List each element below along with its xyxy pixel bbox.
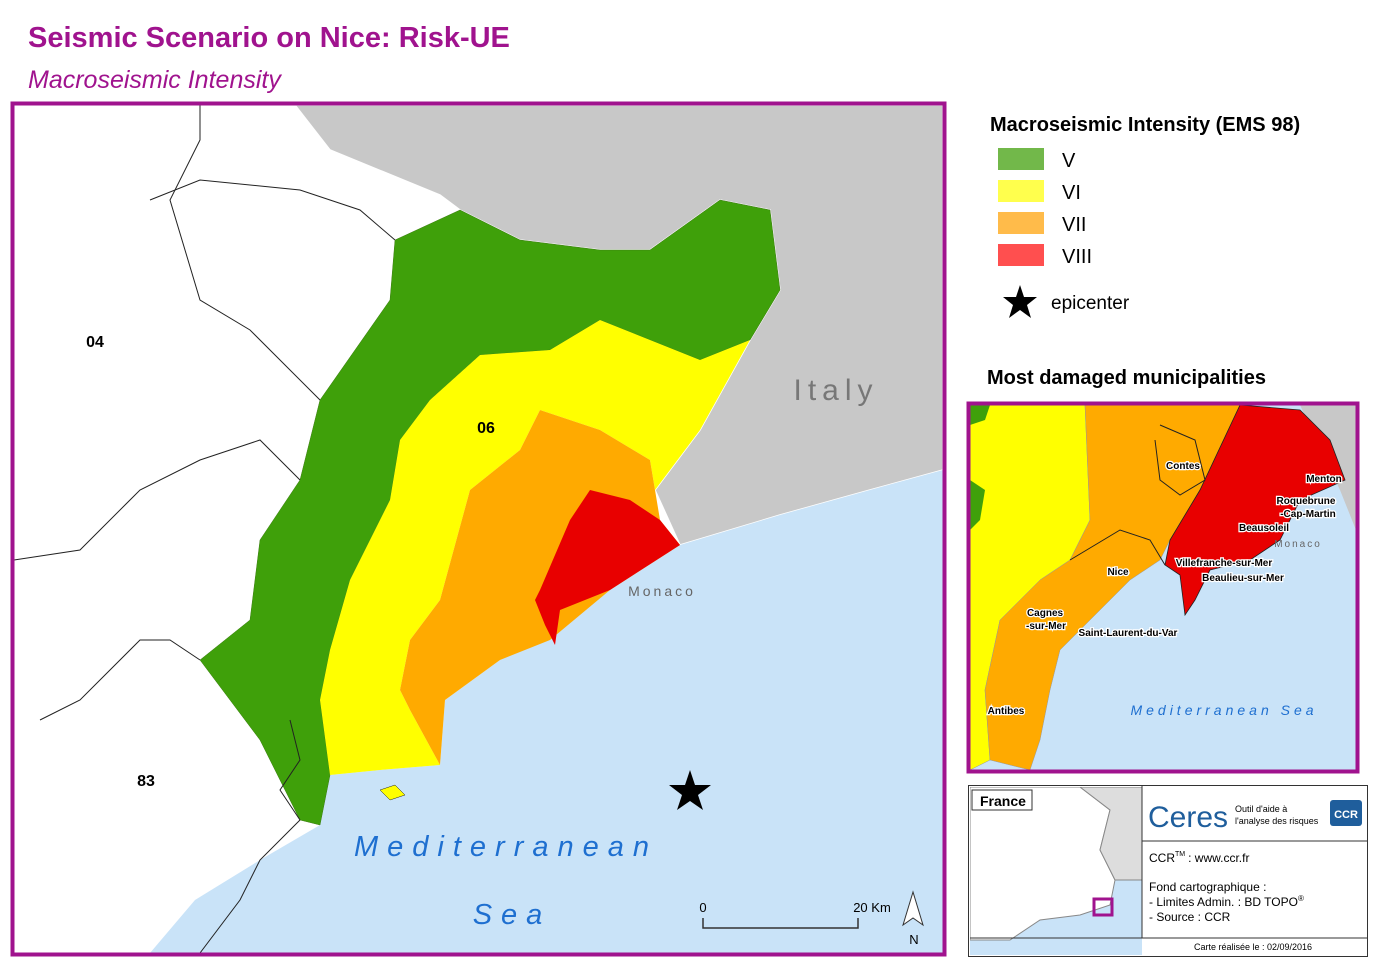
inset-boundary bbox=[1069, 529, 1166, 566]
inset-sea-label: Mediterranean Sea bbox=[1130, 702, 1317, 718]
locator-label: France bbox=[980, 793, 1026, 809]
legend: Macroseismic Intensity (EMS 98) epicente… bbox=[990, 114, 1300, 318]
site-prefix: CCR bbox=[1149, 851, 1175, 865]
inset-zone-viii bbox=[1164, 405, 1346, 617]
legend-star bbox=[1003, 285, 1037, 318]
legend-swatch bbox=[998, 244, 1044, 266]
brand: Ceres bbox=[1148, 801, 1228, 834]
sea bbox=[150, 470, 943, 953]
inset-label: Beaulieu-sur-Mer bbox=[1202, 573, 1284, 584]
subtitle: Macroseismic Intensity bbox=[28, 66, 282, 94]
island bbox=[379, 784, 406, 801]
department-label: 06 bbox=[477, 420, 495, 437]
inset-boundary bbox=[1154, 424, 1206, 496]
legend-label: VIII bbox=[1062, 246, 1092, 268]
boundary bbox=[149, 179, 396, 241]
legend-swatch bbox=[998, 212, 1044, 234]
map-frame bbox=[10, 101, 947, 957]
zone-vi bbox=[320, 320, 750, 775]
department-label: 04 bbox=[86, 334, 104, 351]
legend-swatch bbox=[998, 148, 1044, 170]
zone-viii bbox=[535, 490, 680, 645]
inset-map: Contes Menton Roquebrune -Cap-Martin Bea… bbox=[970, 405, 1356, 770]
scale-label: 20 Km bbox=[853, 900, 891, 915]
registered: ® bbox=[1298, 894, 1304, 903]
locator-tag bbox=[971, 789, 1033, 811]
inset-label: Nice bbox=[1107, 567, 1129, 578]
boundary bbox=[199, 819, 301, 953]
country-label: Italy bbox=[793, 374, 878, 407]
inset-label: Contes bbox=[1166, 461, 1200, 472]
inset-label: Saint-Laurent-du-Var bbox=[1079, 628, 1178, 639]
scale-bar bbox=[702, 918, 859, 929]
inset-frame bbox=[966, 401, 1360, 774]
credits: - Limites Admin. : BD TOPO® bbox=[1149, 894, 1304, 909]
legend-swatch bbox=[998, 180, 1044, 202]
site-url: : www.ccr.fr bbox=[1188, 851, 1249, 865]
locator-box bbox=[1092, 897, 1114, 917]
logo bbox=[1330, 800, 1362, 826]
inset-label: -Cap-Martin bbox=[1280, 509, 1336, 520]
locator-map bbox=[970, 787, 1142, 955]
inset-title: Most damaged municipalities bbox=[987, 367, 1266, 389]
legend-label: VI bbox=[1062, 182, 1081, 204]
credits: - Source : CCR bbox=[1149, 910, 1231, 924]
legend-label: epicenter bbox=[1051, 293, 1130, 314]
date: Carte réalisée le : 02/09/2016 bbox=[1194, 942, 1312, 952]
boundary bbox=[14, 439, 301, 561]
north-arrow bbox=[902, 890, 924, 927]
trademark: TM bbox=[1175, 851, 1185, 858]
locator-neighbors bbox=[1079, 787, 1142, 881]
city-label: Monaco bbox=[628, 583, 696, 599]
inset-city: Monaco bbox=[1274, 539, 1322, 550]
inset-label: Antibes bbox=[988, 706, 1025, 717]
sea-label: Mediterranean bbox=[354, 831, 658, 863]
boundary bbox=[39, 639, 201, 721]
logo-text: CCR bbox=[1334, 809, 1358, 821]
tagline: l'analyse des risques bbox=[1235, 816, 1319, 826]
legend-label: V bbox=[1062, 150, 1076, 172]
scale-label: 0 bbox=[699, 900, 706, 915]
inset-label: Cagnes bbox=[1027, 608, 1064, 619]
legend-title: Macroseismic Intensity (EMS 98) bbox=[990, 114, 1300, 136]
inset-zone-v bbox=[970, 405, 990, 425]
boundary bbox=[169, 105, 321, 401]
credits: Fond cartographique : bbox=[1149, 880, 1266, 894]
boundary bbox=[279, 719, 301, 821]
title: Seismic Scenario on Nice: Risk-UE bbox=[28, 22, 510, 54]
inset-label: Menton bbox=[1306, 474, 1342, 485]
inset-label: Villefranche-sur-Mer bbox=[1176, 558, 1273, 569]
inset-label: -sur-Mer bbox=[1026, 621, 1066, 632]
north-label: N bbox=[909, 932, 918, 947]
inset-zone-v bbox=[970, 480, 985, 530]
inset-label: Roquebrune bbox=[1277, 496, 1336, 507]
inset-label: Beausoleil bbox=[1239, 523, 1289, 534]
main-map: Italy Monaco 04 06 83 Mediterranean Sea … bbox=[14, 105, 943, 953]
sea-label: Sea bbox=[473, 899, 552, 931]
epicenter-star bbox=[669, 770, 711, 810]
legend-label: VII bbox=[1062, 214, 1086, 236]
department-label: 83 bbox=[137, 773, 155, 790]
tagline: Outil d'aide à bbox=[1235, 804, 1287, 814]
site: CCRTM: www.ccr.fr bbox=[1149, 851, 1249, 865]
credits-text: - Limites Admin. : BD TOPO bbox=[1149, 895, 1298, 909]
inset-italy bbox=[1300, 405, 1356, 530]
